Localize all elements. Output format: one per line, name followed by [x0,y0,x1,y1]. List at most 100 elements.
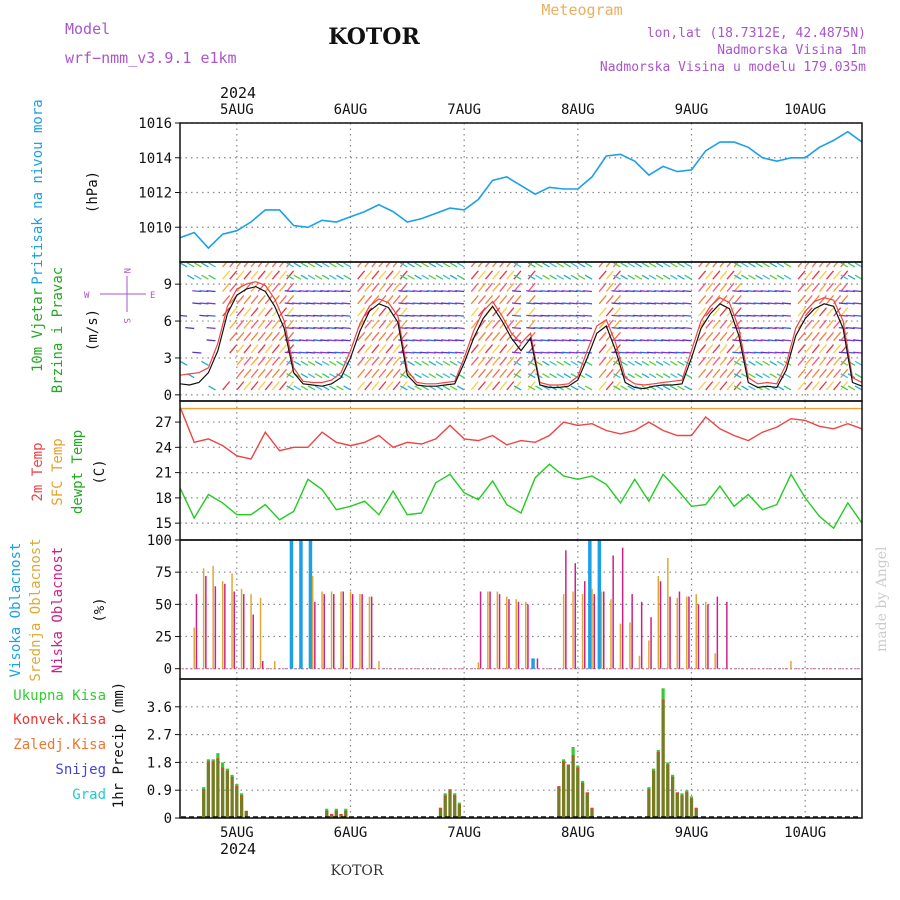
wind-barb [733,262,742,268]
low-cloud-bar [214,586,217,669]
wind-barb [605,344,614,354]
mid-cloud-bar [378,661,380,669]
wind-barb [698,356,707,366]
wind-barb [286,381,295,391]
wind-barb [612,270,621,280]
low-cloud-bar [224,583,226,669]
wind-barb [682,326,692,330]
wind-barb [428,373,437,379]
wind-barb [705,368,714,379]
mid-cloud-bar [610,599,612,669]
wind-barb [511,302,522,305]
wind-barb [222,282,231,292]
pressure-unit-label: (hPa) [85,171,101,213]
wind-barb [364,319,373,329]
y-tick-label: 3 [164,351,172,367]
wind-barb [852,302,862,305]
conv-precip-bar [453,796,457,818]
wind-barb [627,274,635,280]
wind-barb [378,270,387,280]
wind-barb [698,270,707,280]
mid-cloud-bar [619,623,622,669]
temperature-unit-label: (C) [92,459,108,484]
wind-barb [236,344,245,354]
wind-barb [769,274,778,280]
wind-barb [271,344,280,354]
wind-barb [357,381,366,391]
low-cloud-bar [593,594,595,669]
footer-station: KOTOR [331,863,384,879]
wind-barb [506,368,515,379]
wind-barb [492,368,501,379]
wind-barb [733,270,742,280]
wind-barb [286,368,295,379]
wind-barb [583,302,593,305]
conv-precip-cap [244,810,248,812]
wind-barb [513,360,522,366]
wind-barb [513,373,522,379]
wind-barb [250,294,259,305]
wind-barb [392,368,401,379]
wind-barb [698,319,707,329]
wind-barb [506,270,515,280]
wind-barb [712,331,721,342]
wind-barb [492,344,501,354]
mid-cloud-bar [695,594,697,669]
wind-barb [513,368,522,379]
wind-barb [278,344,288,354]
wind-barb [314,373,323,379]
wind-barb [641,274,650,280]
wind-barb [527,270,536,280]
x-tick-label-bottom: 6AUG [334,825,368,841]
wind-barb [171,303,180,304]
wind-barb [300,262,309,268]
wind-barb [726,282,735,292]
wind-barb [852,351,862,354]
wind-barb [598,270,607,280]
wind-barb [371,344,380,354]
wind-barb [513,262,522,268]
wind-barb [698,307,707,317]
wind-barb [612,307,621,317]
wind-barb [293,360,302,366]
wind-barb [655,274,664,280]
wind-barb [833,270,842,280]
mid-cloud-bar [591,588,593,669]
conv-precip-bar [344,811,348,818]
wind-barb [613,385,621,391]
wind-barb [511,326,522,330]
wind-grid [180,262,862,401]
wind-barb [781,326,792,330]
wind-barb [733,294,742,305]
wind-barb [762,274,770,280]
wind-barb [854,274,862,280]
conv-precip-cap [666,764,670,766]
low-cloud-bar [574,563,576,669]
wind-barb [399,294,408,305]
wind-barb [206,302,216,305]
conv-precip-bar [211,762,215,818]
wind-barb [719,307,728,317]
wind-barb [527,274,536,280]
y-tick-label: 75 [155,565,172,581]
wind-barb [171,315,180,316]
wind-barb [506,344,515,354]
low-cloud-bar [707,604,709,669]
wind-barb [840,381,849,391]
y-tick-label: 25 [155,630,172,646]
wind-barb [662,360,671,366]
legend-snow: Snijeg [55,762,106,778]
wind-barb [343,262,351,268]
low-cloud-bar [333,594,335,669]
wind-barb [499,294,508,305]
wind-barb [414,274,422,280]
wind-barb [187,361,194,365]
wind-barb [620,360,628,366]
legend-total-rain: Ukupna Kisa [13,688,106,704]
precip-frame [179,678,863,819]
wind-barb [641,373,650,379]
wind-barb [698,282,707,292]
wind-direction-barbs [171,262,862,391]
wind-barb [776,385,785,391]
wind-barb [223,332,230,340]
